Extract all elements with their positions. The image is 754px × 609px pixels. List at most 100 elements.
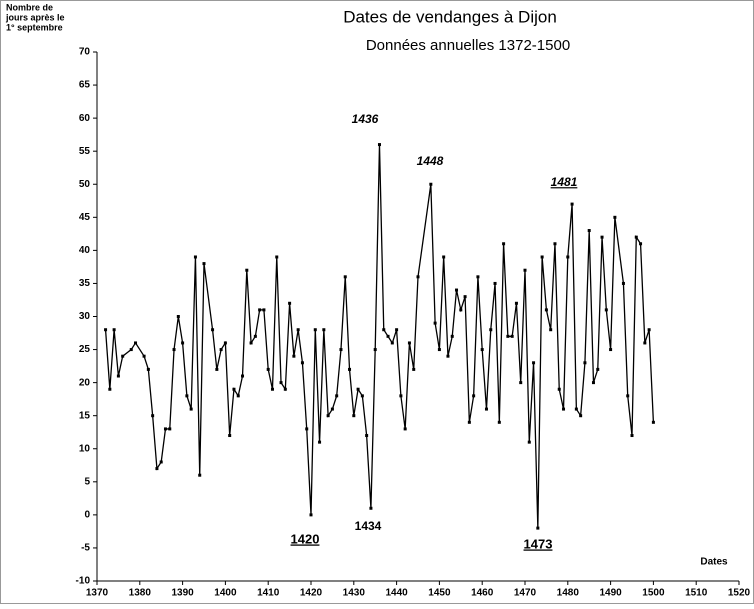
y-tick-label: 0	[84, 510, 90, 521]
point	[442, 255, 446, 259]
y-tick-label: 55	[79, 146, 91, 157]
point	[395, 328, 399, 332]
y-tick-label: 50	[79, 179, 91, 190]
annotation: 1473	[524, 536, 553, 551]
point	[330, 407, 334, 411]
point	[322, 328, 326, 332]
y-tick-label: 60	[79, 113, 91, 124]
point	[386, 334, 390, 338]
point	[514, 301, 518, 305]
point	[476, 275, 480, 279]
point	[433, 321, 437, 325]
y-axis-label: Nombre de	[6, 2, 53, 12]
point	[651, 420, 655, 424]
point	[523, 268, 527, 272]
annotation: 1436	[352, 112, 379, 126]
point	[352, 414, 356, 418]
x-tick-label: 1510	[685, 588, 708, 599]
point	[626, 394, 630, 398]
point	[643, 341, 647, 345]
point	[382, 328, 386, 332]
point	[502, 242, 506, 246]
point	[318, 440, 322, 444]
point	[348, 367, 352, 371]
point	[215, 367, 219, 371]
point	[146, 367, 150, 371]
point	[305, 427, 309, 431]
point	[429, 182, 433, 186]
x-tick-label: 1390	[171, 588, 194, 599]
point	[365, 434, 369, 438]
point	[613, 215, 617, 219]
point	[467, 420, 471, 424]
point	[155, 467, 159, 471]
x-tick-label: 1410	[257, 588, 280, 599]
point	[591, 381, 595, 385]
point	[544, 308, 548, 312]
y-tick-label: 25	[79, 344, 91, 355]
point	[228, 434, 232, 438]
point	[236, 394, 240, 398]
point	[557, 387, 561, 391]
point	[202, 262, 206, 266]
point	[116, 374, 120, 378]
point	[493, 281, 497, 285]
point	[390, 341, 394, 345]
x-tick-label: 1420	[300, 588, 323, 599]
point	[399, 394, 403, 398]
point	[253, 334, 257, 338]
point	[326, 414, 330, 418]
point	[583, 361, 587, 365]
point	[536, 526, 540, 530]
y-tick-label: 10	[79, 443, 91, 454]
point	[455, 288, 459, 292]
point	[245, 268, 249, 272]
point	[527, 440, 531, 444]
x-tick-label: 1480	[557, 588, 580, 599]
x-tick-label: 1450	[428, 588, 451, 599]
point	[373, 348, 377, 352]
x-tick-label: 1380	[129, 588, 152, 599]
y-tick-label: 45	[79, 212, 91, 223]
point	[570, 202, 574, 206]
annotation: 1434	[355, 519, 382, 533]
point	[104, 328, 108, 332]
x-tick-label: 1370	[86, 588, 109, 599]
y-tick-label: 35	[79, 278, 91, 289]
y-tick-label: 65	[79, 80, 91, 91]
y-tick-label: -10	[76, 576, 91, 587]
point	[108, 387, 112, 391]
point	[634, 235, 638, 239]
point	[510, 334, 514, 338]
point	[219, 348, 223, 352]
y-tick-label: 30	[79, 311, 91, 322]
point	[142, 354, 146, 358]
point	[292, 354, 296, 358]
y-tick-label: 5	[84, 476, 90, 487]
point	[163, 427, 167, 431]
point	[562, 407, 566, 411]
point	[189, 407, 193, 411]
y-tick-label: 40	[79, 245, 91, 256]
y-tick-label: -5	[81, 543, 90, 554]
point	[497, 420, 501, 424]
point	[412, 367, 416, 371]
point	[249, 341, 253, 345]
point	[241, 374, 245, 378]
point	[600, 235, 604, 239]
point	[159, 460, 163, 464]
x-tick-label: 1440	[385, 588, 408, 599]
point	[279, 381, 283, 385]
point	[300, 361, 304, 365]
point	[193, 255, 197, 259]
annotation: 1448	[417, 154, 444, 168]
point	[339, 348, 343, 352]
point	[275, 255, 279, 259]
y-tick-label: 20	[79, 377, 91, 388]
x-tick-label: 1460	[471, 588, 494, 599]
point	[604, 308, 608, 312]
point	[407, 341, 411, 345]
point	[480, 348, 484, 352]
point	[506, 334, 510, 338]
point	[630, 434, 634, 438]
